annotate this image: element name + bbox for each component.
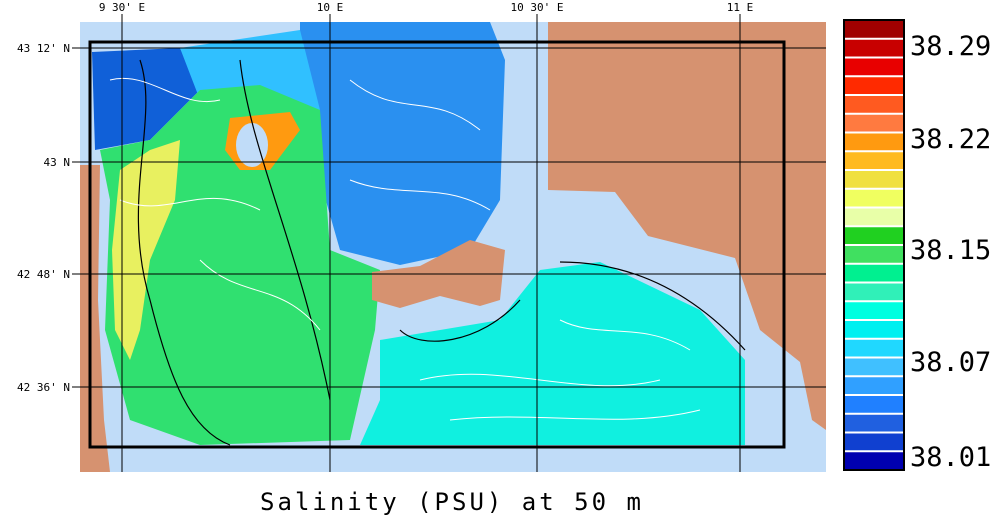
lon-label: 11 E — [727, 1, 754, 14]
colorbar-swatch — [844, 320, 904, 339]
bathymetry-contour — [137, 59, 746, 446]
colorbar-swatch — [844, 57, 904, 77]
colorbar-swatch — [844, 95, 904, 114]
lon-label: 10 30' E — [511, 1, 564, 14]
salinity-contour — [109, 77, 701, 421]
colorbar-swatch — [844, 113, 904, 133]
colorbar-swatch — [844, 76, 904, 95]
colorbar-swatch — [844, 38, 904, 58]
colorbar-swatch — [844, 376, 904, 395]
colorbar-swatch — [844, 338, 904, 358]
lat-label: 42 36' N — [17, 381, 70, 394]
colorbar-swatch — [844, 245, 904, 264]
lat-label: 42 48' N — [17, 268, 70, 281]
colorbar-label: 38.15 — [910, 235, 991, 266]
colorbar: 38.29 38.22 38.15 38.07 38.01 — [843, 19, 991, 473]
lon-label: 9 30' E — [99, 1, 145, 14]
domain-box — [88, 40, 786, 449]
colorbar-swatch — [844, 413, 904, 433]
map-title: Salinity (PSU) at 50 m — [260, 488, 644, 516]
colorbar-swatch — [844, 132, 904, 152]
colorbar-swatch — [844, 226, 904, 245]
colorbar-swatch — [844, 263, 904, 283]
colorbar-label: 38.01 — [910, 442, 991, 473]
lat-label: 43 N — [44, 156, 71, 169]
colorbar-frame — [843, 19, 905, 471]
colorbar-label: 38.07 — [910, 347, 991, 378]
island-shelf — [236, 123, 268, 167]
colorbar-swatch — [844, 207, 904, 227]
graticule: 9 30' E 10 E 10 30' E 11 E 43 12' N 43 N 42 48… — [17, 1, 826, 472]
colorbar-swatch — [844, 170, 904, 189]
colorbar-swatch — [844, 432, 904, 452]
colorbar-label: 38.22 — [910, 124, 991, 155]
colorbar-swatch — [844, 188, 904, 208]
colorbar-swatch — [844, 395, 904, 414]
colorbar-swatch — [844, 282, 904, 302]
lat-label: 43 12' N — [17, 42, 70, 55]
lon-label: 10 E — [317, 1, 344, 14]
colorbar-swatch — [844, 151, 904, 170]
salinity-cyan — [360, 262, 745, 445]
salinity-blue — [300, 22, 505, 265]
colorbar-label: 38.29 — [910, 31, 991, 62]
salinity-yellow — [112, 140, 180, 360]
colorbar-swatch — [844, 451, 904, 470]
map — [80, 22, 826, 472]
colorbar-swatch — [844, 357, 904, 377]
colorbar-swatch — [844, 301, 904, 320]
colorbar-swatch — [844, 20, 904, 39]
